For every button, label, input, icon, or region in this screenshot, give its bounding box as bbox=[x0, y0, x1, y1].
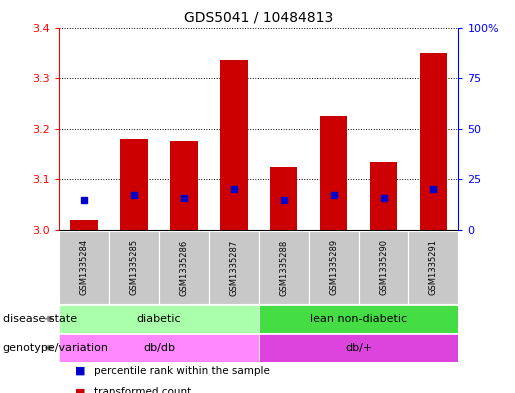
Text: transformed count: transformed count bbox=[94, 387, 192, 393]
Bar bbox=[209, 231, 259, 304]
Bar bbox=[109, 231, 159, 304]
Text: ■: ■ bbox=[75, 366, 85, 376]
Bar bbox=[59, 305, 259, 333]
Title: GDS5041 / 10484813: GDS5041 / 10484813 bbox=[184, 11, 333, 25]
Bar bbox=[370, 162, 397, 230]
Text: GSM1335289: GSM1335289 bbox=[329, 239, 338, 296]
Bar bbox=[259, 231, 308, 304]
Bar bbox=[71, 220, 98, 230]
Text: GSM1335287: GSM1335287 bbox=[229, 239, 238, 296]
Text: GSM1335291: GSM1335291 bbox=[429, 239, 438, 296]
Bar bbox=[259, 334, 458, 362]
Text: GSM1335288: GSM1335288 bbox=[279, 239, 288, 296]
Bar bbox=[270, 167, 298, 230]
Bar bbox=[320, 116, 347, 230]
Bar bbox=[170, 141, 198, 230]
Text: percentile rank within the sample: percentile rank within the sample bbox=[94, 366, 270, 376]
Text: GSM1335285: GSM1335285 bbox=[130, 239, 139, 296]
Bar bbox=[159, 231, 209, 304]
Text: db/+: db/+ bbox=[345, 343, 372, 353]
Bar bbox=[259, 305, 458, 333]
Bar bbox=[59, 231, 109, 304]
Bar bbox=[408, 231, 458, 304]
Bar bbox=[220, 61, 248, 230]
Bar bbox=[308, 231, 358, 304]
Bar bbox=[59, 334, 259, 362]
Text: genotype/variation: genotype/variation bbox=[3, 343, 109, 353]
Text: disease state: disease state bbox=[3, 314, 77, 324]
Bar bbox=[121, 139, 148, 230]
Bar bbox=[358, 231, 408, 304]
Text: lean non-diabetic: lean non-diabetic bbox=[310, 314, 407, 324]
Text: db/db: db/db bbox=[143, 343, 175, 353]
Text: GSM1335286: GSM1335286 bbox=[179, 239, 188, 296]
Bar bbox=[420, 53, 447, 230]
Text: GSM1335284: GSM1335284 bbox=[80, 239, 89, 296]
Text: diabetic: diabetic bbox=[136, 314, 181, 324]
Text: ■: ■ bbox=[75, 387, 85, 393]
Text: GSM1335290: GSM1335290 bbox=[379, 239, 388, 296]
